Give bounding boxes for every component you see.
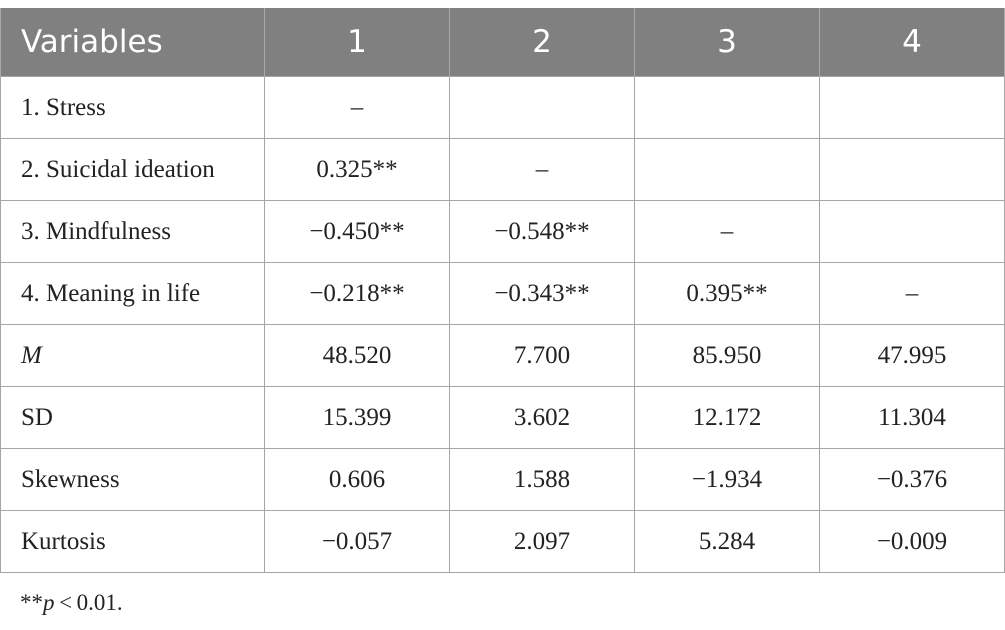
table-cell: −0.218**	[264, 262, 450, 325]
table-cell: 3.602	[449, 386, 635, 449]
table-cell: −0.376	[819, 448, 1005, 511]
footnote-threshold: < 0.01.	[54, 590, 123, 615]
table-row: Skewness 0.606 1.588 −1.934 −0.376	[0, 448, 1005, 511]
table-header-row: Variables 1 2 3 4	[0, 8, 1005, 77]
table-cell: −0.548**	[449, 200, 635, 263]
table-cell: 11.304	[819, 386, 1005, 449]
row-label: M	[0, 324, 265, 387]
table-cell	[819, 76, 1005, 139]
table-cell: 0.395**	[634, 262, 820, 325]
table-cell	[634, 138, 820, 201]
table-cell: –	[819, 262, 1005, 325]
table-cell: –	[634, 200, 820, 263]
table-footnote: **p < 0.01.	[20, 590, 123, 616]
table-cell	[819, 138, 1005, 201]
correlation-table-container: Variables 1 2 3 4 1. Stress –2. Suicidal …	[0, 8, 1005, 573]
row-label: Skewness	[0, 448, 265, 511]
table-cell: –	[449, 138, 635, 201]
table-cell: 7.700	[449, 324, 635, 387]
correlation-table: Variables 1 2 3 4 1. Stress –2. Suicidal …	[0, 8, 1005, 573]
table-cell: −0.450**	[264, 200, 450, 263]
table-cell: 0.606	[264, 448, 450, 511]
row-label: 1. Stress	[0, 76, 265, 139]
table-row: 3. Mindfulness −0.450** −0.548** –	[0, 200, 1005, 263]
row-label: 3. Mindfulness	[0, 200, 265, 263]
table-cell	[449, 76, 635, 139]
table-row: M 48.520 7.700 85.950 47.995	[0, 324, 1005, 387]
row-label: 4. Meaning in life	[0, 262, 265, 325]
header-col-4: 4	[819, 8, 1005, 77]
table-body: 1. Stress –2. Suicidal ideation 0.325** –3.…	[0, 76, 1005, 573]
table-row: 4. Meaning in life −0.218** −0.343** 0.395*…	[0, 262, 1005, 325]
table-cell: 12.172	[634, 386, 820, 449]
table-cell: −1.934	[634, 448, 820, 511]
table-cell: −0.343**	[449, 262, 635, 325]
table-cell: 47.995	[819, 324, 1005, 387]
row-label: Kurtosis	[0, 510, 265, 573]
table-row: 1. Stress –	[0, 76, 1005, 139]
header-variables: Variables	[0, 8, 265, 77]
table-cell: 5.284	[634, 510, 820, 573]
table-cell: 48.520	[264, 324, 450, 387]
footnote-p: p	[43, 590, 55, 615]
table-row: Kurtosis −0.057 2.097 5.284 −0.009	[0, 510, 1005, 573]
table-cell: 15.399	[264, 386, 450, 449]
table-cell: 85.950	[634, 324, 820, 387]
header-col-2: 2	[449, 8, 635, 77]
table-cell: −0.009	[819, 510, 1005, 573]
footnote-stars: **	[20, 590, 43, 615]
table-cell: 2.097	[449, 510, 635, 573]
table-cell: –	[264, 76, 450, 139]
table-cell	[819, 200, 1005, 263]
table-cell: −0.057	[264, 510, 450, 573]
header-col-3: 3	[634, 8, 820, 77]
header-col-1: 1	[264, 8, 450, 77]
table-cell: 1.588	[449, 448, 635, 511]
table-cell: 0.325**	[264, 138, 450, 201]
row-label: SD	[0, 386, 265, 449]
table-cell	[634, 76, 820, 139]
table-row: SD 15.399 3.602 12.172 11.304	[0, 386, 1005, 449]
table-row: 2. Suicidal ideation 0.325** –	[0, 138, 1005, 201]
row-label: 2. Suicidal ideation	[0, 138, 265, 201]
